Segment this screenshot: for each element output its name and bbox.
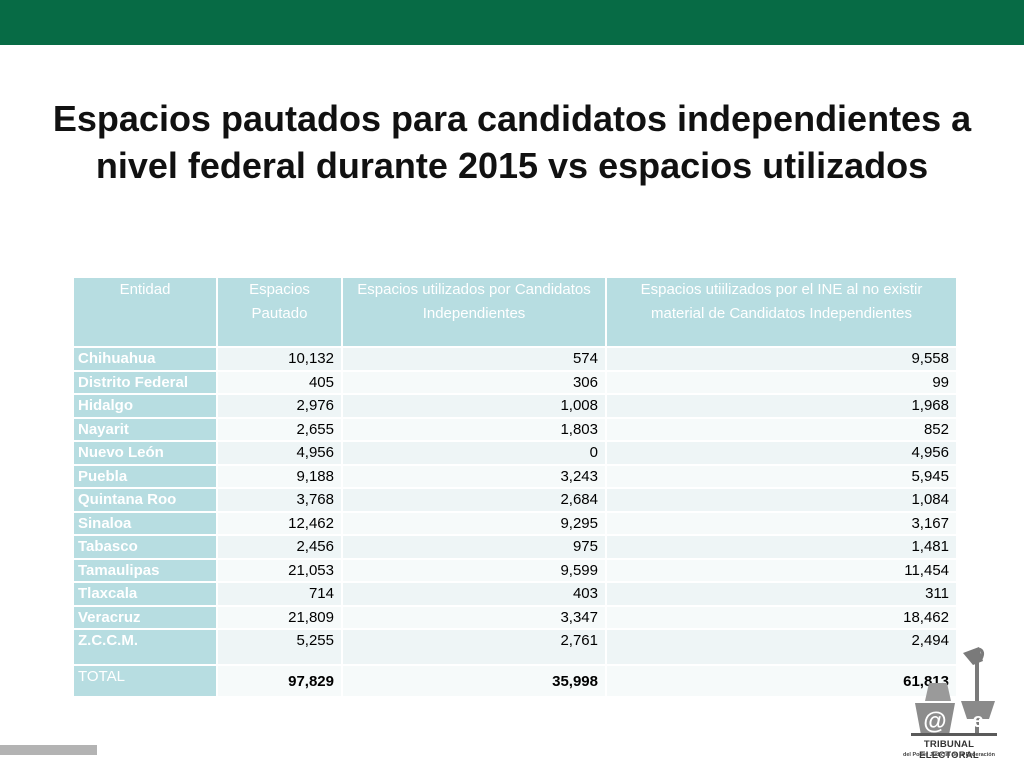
cell-utilizados-ine: 852 [605, 416, 958, 442]
cell-entidad: Sinaloa [72, 510, 218, 536]
cell-utilizados-ci: 9,295 [341, 510, 607, 536]
cell-utilizados-ine: 311 [605, 581, 958, 607]
cell-entidad: Z.C.C.M. [72, 628, 218, 666]
cell-utilizados-ci: 3,347 [341, 604, 607, 630]
cell-entidad: Tlaxcala [72, 581, 218, 607]
cell-utilizados-ci: 9,599 [341, 557, 607, 583]
cell-entidad: Chihuahua [72, 346, 218, 372]
tribunal-electoral-logo: @ e TRIBUNAL ELECTORAL del Poder Judicia… [895, 643, 1005, 765]
table-header-row: Entidad Espacios Pautado Espacios utiliz… [72, 276, 958, 348]
cell-utilizados-ine: 5,945 [605, 463, 958, 489]
logo-subtitle: del Poder Judicial de la Federación [902, 752, 995, 758]
cell-utilizados-ci: 2,684 [341, 487, 607, 513]
cell-utilizados-ine: 1,968 [605, 393, 958, 419]
table-row: Z.C.C.M. 5,255 2,761 2,494 [72, 628, 958, 666]
cell-utilizados-ine: 9,558 [605, 346, 958, 372]
table-row: Puebla 9,188 3,243 5,945 [72, 463, 958, 489]
total-pautado: 97,829 [216, 664, 343, 698]
total-utilizados-ine: 61,813 [605, 664, 958, 698]
cell-entidad: Nayarit [72, 416, 218, 442]
slide-title: Espacios pautados para candidatos indepe… [52, 98, 972, 186]
cell-utilizados-ci: 403 [341, 581, 607, 607]
svg-text:@: @ [923, 708, 946, 735]
cell-utilizados-ci: 306 [341, 369, 607, 395]
cell-pautado: 405 [216, 369, 343, 395]
table-row: Veracruz 21,809 3,347 18,462 [72, 604, 958, 630]
cell-pautado: 2,655 [216, 416, 343, 442]
top-banner [0, 0, 1024, 45]
cell-utilizados-ine: 3,167 [605, 510, 958, 536]
table-row: Tabasco 2,456 975 1,481 [72, 534, 958, 560]
espacios-table: Entidad Espacios Pautado Espacios utiliz… [72, 276, 958, 698]
cell-utilizados-ine: 1,084 [605, 487, 958, 513]
cell-utilizados-ine: 11,454 [605, 557, 958, 583]
cell-utilizados-ci: 2,761 [341, 628, 607, 666]
cell-utilizados-ci: 0 [341, 440, 607, 466]
table-row: Sinaloa 12,462 9,295 3,167 [72, 510, 958, 536]
cell-pautado: 21,809 [216, 604, 343, 630]
cell-pautado: 2,456 [216, 534, 343, 560]
total-label: TOTAL [72, 664, 218, 698]
total-utilizados-ci: 35,998 [341, 664, 607, 698]
cell-utilizados-ci: 3,243 [341, 463, 607, 489]
cell-pautado: 21,053 [216, 557, 343, 583]
cell-utilizados-ine: 2,494 [605, 628, 958, 666]
svg-text:e: e [972, 710, 983, 732]
cell-entidad: Puebla [72, 463, 218, 489]
cell-entidad: Nuevo León [72, 440, 218, 466]
cell-utilizados-ine: 99 [605, 369, 958, 395]
cell-entidad: Veracruz [72, 604, 218, 630]
table-row: Nayarit 2,655 1,803 852 [72, 416, 958, 442]
table-row: Chihuahua 10,132 574 9,558 [72, 346, 958, 372]
table-row: Quintana Roo 3,768 2,684 1,084 [72, 487, 958, 513]
footer-accent-bar [0, 745, 97, 755]
cell-pautado: 4,956 [216, 440, 343, 466]
cell-utilizados-ine: 18,462 [605, 604, 958, 630]
cell-entidad: Tabasco [72, 534, 218, 560]
cell-pautado: 12,462 [216, 510, 343, 536]
cell-pautado: 714 [216, 581, 343, 607]
cell-utilizados-ine: 4,956 [605, 440, 958, 466]
cell-pautado: 5,255 [216, 628, 343, 666]
table-row: Tlaxcala 714 403 311 [72, 581, 958, 607]
logo-title: TRIBUNAL ELECTORAL [919, 739, 979, 761]
cell-utilizados-ine: 1,481 [605, 534, 958, 560]
cell-utilizados-ci: 1,008 [341, 393, 607, 419]
cell-entidad: Distrito Federal [72, 369, 218, 395]
cell-pautado: 3,768 [216, 487, 343, 513]
cell-entidad: Tamaulipas [72, 557, 218, 583]
header-utilizados-ci: Espacios utilizados por Candidatos Indep… [341, 276, 607, 348]
header-espacios-pautado: Espacios Pautado [216, 276, 343, 348]
table-row: Tamaulipas 21,053 9,599 11,454 [72, 557, 958, 583]
cell-utilizados-ci: 1,803 [341, 416, 607, 442]
total-row: TOTAL 97,829 35,998 61,813 [72, 664, 958, 698]
table-row: Hidalgo 2,976 1,008 1,968 [72, 393, 958, 419]
cell-pautado: 9,188 [216, 463, 343, 489]
cell-utilizados-ci: 574 [341, 346, 607, 372]
table-row: Distrito Federal 405 306 99 [72, 369, 958, 395]
header-entidad: Entidad [72, 276, 218, 348]
header-utilizados-ine: Espacios utiilizados por el INE al no ex… [605, 276, 958, 348]
cell-pautado: 10,132 [216, 346, 343, 372]
cell-entidad: Hidalgo [72, 393, 218, 419]
cell-pautado: 2,976 [216, 393, 343, 419]
cell-entidad: Quintana Roo [72, 487, 218, 513]
tribunal-electoral-emblem-icon: @ e [911, 647, 997, 736]
table-row: Nuevo León 4,956 0 4,956 [72, 440, 958, 466]
cell-utilizados-ci: 975 [341, 534, 607, 560]
